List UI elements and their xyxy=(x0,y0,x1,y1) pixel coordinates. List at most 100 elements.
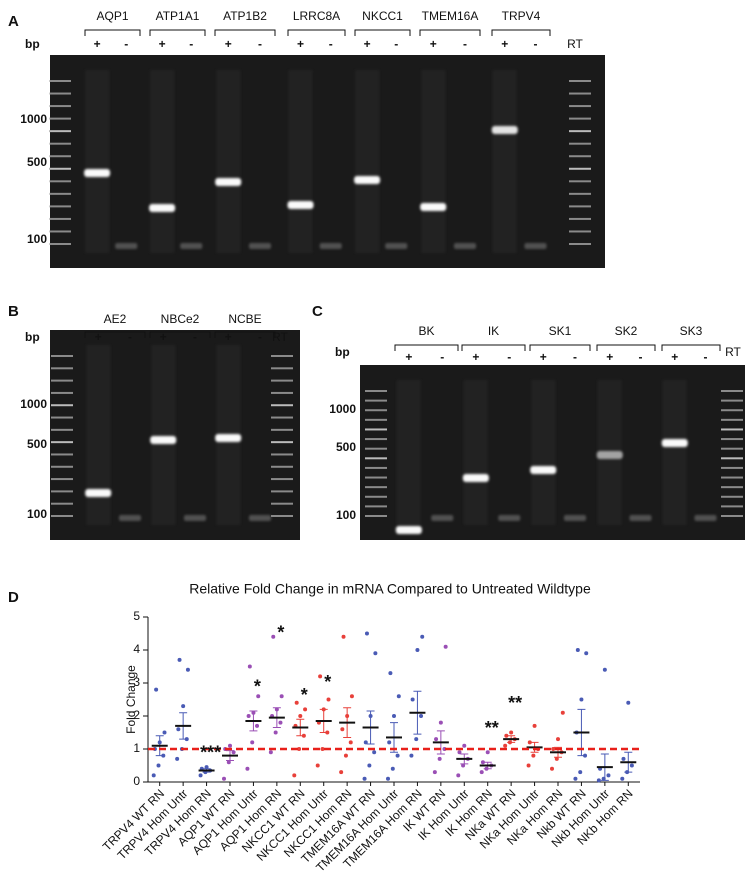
minus-label: - xyxy=(128,330,132,344)
primer-band xyxy=(249,243,271,249)
significance: * xyxy=(301,685,308,705)
bracket xyxy=(214,331,276,338)
minus-label: - xyxy=(639,350,643,364)
data-point xyxy=(556,737,560,742)
data-point xyxy=(456,773,461,778)
ladder-band xyxy=(721,428,743,431)
data-point xyxy=(362,776,367,781)
ladder-band xyxy=(365,515,387,517)
data-point xyxy=(162,730,167,735)
bracket xyxy=(84,29,141,36)
data-point xyxy=(176,727,181,732)
smear xyxy=(150,70,175,253)
minus-label: - xyxy=(258,37,262,51)
data-point xyxy=(348,740,353,745)
data-point xyxy=(273,730,278,735)
size-label: 500 xyxy=(27,437,47,451)
data-point xyxy=(154,687,159,692)
significance: * xyxy=(254,677,261,697)
ladder-band xyxy=(569,192,591,195)
data-point xyxy=(268,750,273,755)
data-point xyxy=(298,714,303,718)
minus-label: - xyxy=(394,37,398,51)
ladder-band xyxy=(271,428,293,431)
ladder-band xyxy=(365,457,387,460)
gene-label: SK2 xyxy=(615,324,638,338)
ladder-band xyxy=(365,476,387,479)
ladder-band xyxy=(365,447,387,450)
gene-label: SK1 xyxy=(549,324,572,338)
ladder-band xyxy=(271,355,293,357)
ladder-band xyxy=(51,367,73,370)
ladder-band xyxy=(365,390,387,392)
minus-label: - xyxy=(258,330,262,344)
gene-label: IK xyxy=(488,324,499,338)
size-label: 1000 xyxy=(329,402,356,416)
ladder-band xyxy=(271,416,293,419)
ladder-band xyxy=(51,379,73,382)
ladder-band xyxy=(569,80,591,82)
ladder-band xyxy=(721,409,743,412)
ladder-band xyxy=(569,217,591,220)
significance: ** xyxy=(508,693,522,713)
ladder-band xyxy=(49,117,71,120)
bracket xyxy=(419,29,481,36)
smear xyxy=(421,70,446,253)
ladder-band xyxy=(51,428,73,431)
band xyxy=(287,201,314,209)
data-point xyxy=(606,773,611,778)
primer-band xyxy=(115,243,138,249)
ladder-band xyxy=(721,486,743,489)
gene-label: NBCe2 xyxy=(161,312,200,326)
plus-label: + xyxy=(225,330,232,344)
data-point xyxy=(596,778,601,783)
data-point xyxy=(620,776,625,781)
data-point xyxy=(294,700,299,705)
data-point xyxy=(318,674,323,679)
plus-label: + xyxy=(159,37,166,51)
ladder-band xyxy=(51,502,73,505)
ladder-band xyxy=(51,490,73,493)
bracket xyxy=(149,29,206,36)
bracket xyxy=(394,344,459,351)
data-point xyxy=(204,765,209,770)
ladder-band xyxy=(271,391,293,394)
data-point xyxy=(461,763,466,768)
data-point xyxy=(185,667,190,672)
bracket xyxy=(149,331,211,338)
band xyxy=(462,474,489,482)
ladder-band xyxy=(49,205,71,208)
data-point xyxy=(367,763,372,768)
data-point xyxy=(326,697,331,702)
significance: ** xyxy=(485,718,499,738)
data-point xyxy=(485,750,490,755)
plus-label: + xyxy=(540,350,547,364)
data-point xyxy=(420,634,425,639)
gene-label: LRRC8A xyxy=(293,9,340,23)
size-label: 500 xyxy=(27,155,47,169)
ladder-band xyxy=(271,515,293,517)
plus-label: + xyxy=(297,37,304,51)
data-point xyxy=(396,694,401,699)
ladder-band xyxy=(49,80,71,82)
ladder-band xyxy=(721,438,743,441)
ladder-band xyxy=(49,243,71,245)
ladder-band xyxy=(365,409,387,412)
ladder-band xyxy=(569,92,591,95)
data-point xyxy=(247,664,252,669)
data-point xyxy=(578,770,583,775)
ladder-band xyxy=(365,418,387,421)
data-point xyxy=(297,747,302,751)
ladder-band xyxy=(721,466,743,469)
data-point xyxy=(602,667,607,672)
ladder-band xyxy=(569,243,591,245)
minus-label: - xyxy=(124,37,128,51)
gene-label: AE2 xyxy=(104,312,127,326)
minus-label: - xyxy=(189,37,193,51)
rt-label: RT xyxy=(567,37,583,51)
ladder-band xyxy=(271,478,293,481)
data-point xyxy=(387,740,392,745)
data-point xyxy=(341,634,346,639)
primer-band xyxy=(249,515,271,521)
